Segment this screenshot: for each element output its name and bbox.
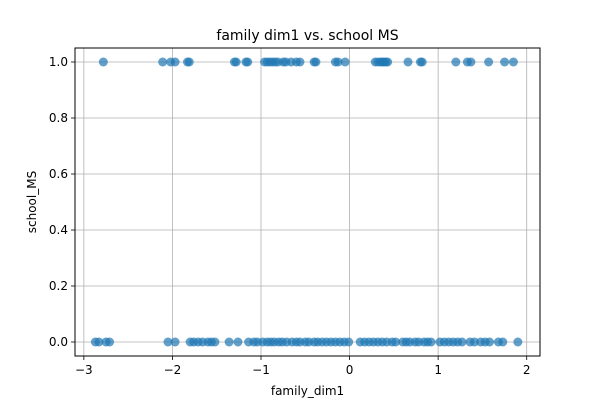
chart-title: family dim1 vs. school MS bbox=[216, 28, 398, 44]
y-axis-label: school_MS bbox=[25, 171, 39, 233]
data-point bbox=[243, 57, 253, 67]
y-tick-label: 0.0 bbox=[49, 335, 68, 349]
data-point bbox=[98, 57, 108, 67]
data-point bbox=[163, 337, 173, 347]
y-tick-label: 0.2 bbox=[49, 279, 68, 293]
x-tick-label: 2 bbox=[523, 363, 531, 377]
data-point bbox=[466, 57, 476, 67]
data-point bbox=[170, 57, 180, 67]
x-tick-label: 0 bbox=[346, 363, 354, 377]
x-tick-label: −3 bbox=[75, 363, 93, 377]
y-tick-label: 0.6 bbox=[49, 167, 68, 181]
data-point bbox=[426, 337, 436, 347]
data-point bbox=[233, 337, 243, 347]
data-point bbox=[508, 57, 518, 67]
data-point bbox=[513, 337, 523, 347]
y-tick-label: 0.8 bbox=[49, 111, 68, 125]
data-point bbox=[94, 337, 104, 347]
data-point bbox=[484, 57, 494, 67]
data-point bbox=[500, 57, 510, 67]
data-point bbox=[451, 57, 461, 67]
y-tick-label: 0.4 bbox=[49, 223, 68, 237]
data-point bbox=[333, 57, 343, 67]
data-point bbox=[469, 337, 479, 347]
data-point bbox=[340, 57, 350, 67]
plot-frame bbox=[74, 47, 541, 357]
data-point bbox=[158, 57, 168, 67]
data-point bbox=[184, 57, 194, 67]
data-point bbox=[311, 57, 321, 67]
data-point bbox=[224, 337, 234, 347]
data-point bbox=[417, 57, 427, 67]
data-points bbox=[90, 57, 523, 347]
data-point bbox=[231, 57, 241, 67]
axis-ticks: −3 −2 −1 0 1 2 0.0 0.2 0.4 0.6 0.8 1.0 bbox=[49, 55, 531, 377]
x-axis-label: family_dim1 bbox=[271, 384, 344, 398]
data-point bbox=[344, 337, 354, 347]
data-point bbox=[457, 337, 467, 347]
grid bbox=[75, 48, 540, 356]
data-point bbox=[383, 57, 393, 67]
x-tick-label: −2 bbox=[164, 363, 182, 377]
x-tick-label: −1 bbox=[252, 363, 270, 377]
data-point bbox=[403, 57, 413, 67]
data-point bbox=[170, 337, 180, 347]
data-point bbox=[485, 337, 495, 347]
data-point bbox=[391, 337, 401, 347]
data-point bbox=[210, 337, 220, 347]
y-tick-label: 1.0 bbox=[49, 55, 68, 69]
x-tick-label: 1 bbox=[434, 363, 442, 377]
data-point bbox=[105, 337, 115, 347]
data-point bbox=[295, 57, 305, 67]
data-point bbox=[498, 337, 508, 347]
